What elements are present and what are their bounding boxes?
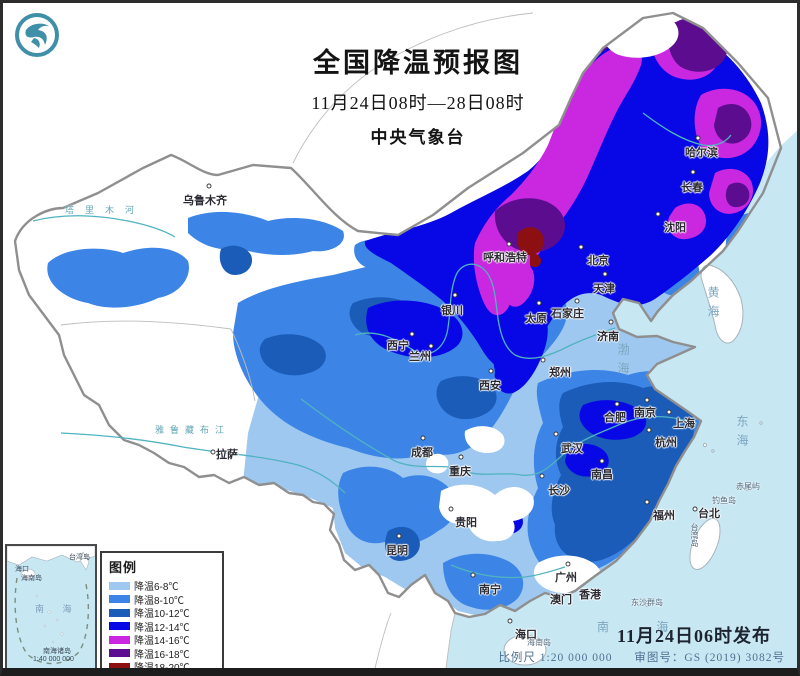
legend: 图例 降温6-8℃ 降温8-10℃ 降温10-12℃ 降温12-14℃ 降温14… — [100, 551, 224, 675]
legend-row: 降温16-18℃ — [109, 647, 216, 661]
temperature-regions — [47, 13, 769, 617]
legend-swatch — [109, 662, 130, 668]
legend-label: 降温10-12℃ — [134, 609, 190, 621]
release-time: 11月24日06时发布 — [616, 626, 771, 646]
inset-islands-label: 南海诸岛 — [43, 648, 71, 655]
legend-row: 降温10-12℃ — [109, 606, 216, 620]
legend-row: 降温14-16℃ — [109, 633, 216, 647]
islands — [503, 421, 763, 666]
inset-hainan-label: 海南岛 — [21, 575, 42, 582]
inset-scale: 1:40 000 000 — [33, 656, 74, 663]
legend-label: 降温14-16℃ — [134, 636, 190, 648]
legend-label: 降温12-14℃ — [134, 622, 190, 634]
map-approval-number: 审图号：GS (2019) 3082号 — [634, 652, 785, 664]
city-dots — [206, 135, 701, 624]
date-range: 11月24日08时—28日08时 — [311, 93, 525, 113]
map-meta: 比例尺 1:20 000 000 审图号：GS (2019) 3082号 — [498, 649, 785, 665]
inset-haikou-label: 海口 — [15, 566, 29, 573]
legend-title: 图例 — [109, 560, 138, 575]
map-scale: 比例尺 1:20 000 000 — [498, 652, 613, 664]
legend-row: 降温12-14℃ — [109, 620, 216, 634]
legend-swatch — [109, 595, 130, 604]
legend-swatch — [109, 649, 130, 658]
china-outline — [13, 11, 783, 619]
inset-sea-label: 南 海 — [35, 604, 80, 614]
rivers — [32, 112, 732, 579]
legend-swatch — [109, 622, 130, 631]
legend-label: 降温18-20℃ — [134, 663, 190, 675]
agency-name: 中央气象台 — [370, 128, 466, 147]
legend-swatch — [109, 635, 130, 644]
legend-row: 降温6-8℃ — [109, 579, 216, 593]
legend-row: 降温18-20℃ — [109, 660, 216, 675]
south-china-sea-inset: 海口 海南岛 台湾岛 南 海 南海诸岛 1:40 000 000 — [5, 544, 97, 668]
page-title: 全国降温预报图 — [313, 48, 523, 78]
legend-label: 降温8-10℃ — [134, 595, 185, 607]
title-block: 全国降温预报图 11月24日08时—28日08时 中央气象台 — [228, 41, 608, 148]
china-map-svg — [13, 11, 797, 668]
inset-map-svg — [7, 546, 95, 668]
minor-borders — [60, 12, 534, 668]
legend-label: 降温16-18℃ — [134, 649, 190, 661]
legend-label: 降温6-8℃ — [134, 582, 179, 594]
legend-swatch — [109, 581, 130, 590]
inset-taiwan-label: 台湾岛 — [69, 554, 90, 561]
legend-swatch — [109, 608, 130, 617]
legend-row: 降温8-10℃ — [109, 593, 216, 607]
cma-logo — [15, 13, 59, 57]
